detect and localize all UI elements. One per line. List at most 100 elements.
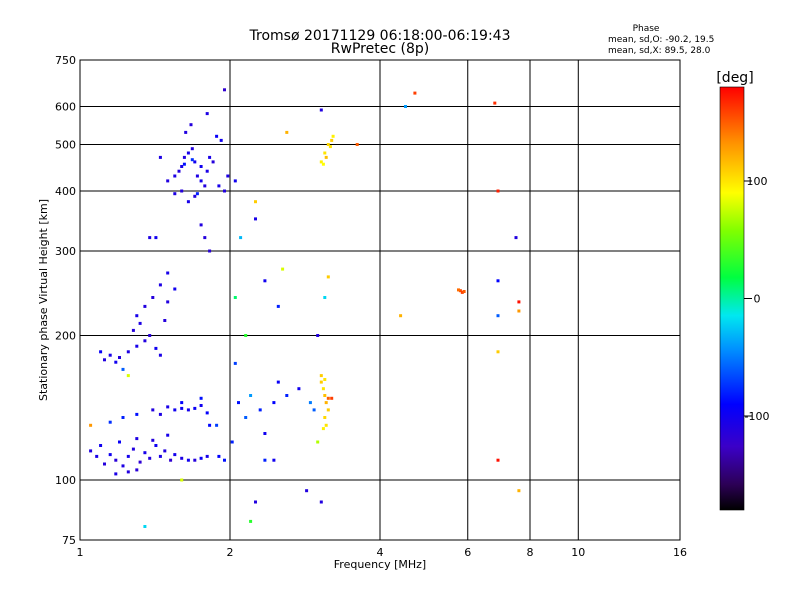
- y-tick-label: 500: [55, 139, 76, 152]
- data-point: [323, 151, 327, 155]
- data-point: [208, 155, 212, 159]
- data-point: [89, 449, 93, 453]
- data-point: [166, 433, 170, 437]
- data-point: [249, 394, 253, 397]
- data-point: [173, 453, 177, 457]
- data-point: [199, 165, 203, 168]
- colorbar-ticks: 100 0 -100: [744, 175, 769, 423]
- data-point: [517, 489, 521, 493]
- x-tick-label: 6: [464, 546, 471, 559]
- data-point: [184, 130, 188, 134]
- data-point: [205, 169, 209, 173]
- data-point: [163, 449, 167, 453]
- data-point: [135, 314, 139, 318]
- data-point: [143, 451, 147, 455]
- data-point: [148, 334, 152, 337]
- x-tick-label: 2: [227, 546, 234, 559]
- data-point: [244, 416, 248, 419]
- data-point: [316, 334, 320, 337]
- data-point: [126, 470, 130, 474]
- data-point: [108, 453, 112, 457]
- grid-lines: [80, 60, 680, 540]
- data-point: [217, 184, 221, 188]
- data-point: [99, 444, 103, 447]
- data-point: [158, 454, 162, 458]
- stats-line-x: mean, sd,X: 89.5, 28.0: [608, 46, 711, 56]
- x-tick-label: 16: [673, 546, 687, 559]
- data-point: [151, 408, 155, 412]
- data-point: [154, 346, 158, 350]
- data-point: [180, 406, 184, 410]
- data-point: [285, 130, 289, 134]
- data-point: [319, 500, 323, 504]
- y-tick-label: 750: [55, 54, 76, 67]
- data-point: [121, 367, 125, 371]
- y-tick-label: 200: [55, 330, 76, 343]
- data-point: [199, 396, 203, 400]
- data-point: [326, 408, 330, 412]
- y-axis-label: Stationary phase Virtual Height [km]: [37, 199, 50, 401]
- x-tick-labels: 1 2 4 6 8 10 16: [77, 546, 688, 559]
- data-point: [177, 169, 181, 173]
- data-point: [135, 468, 139, 472]
- data-point: [135, 344, 139, 348]
- data-point: [114, 458, 118, 462]
- data-point: [254, 500, 257, 504]
- data-point: [138, 321, 142, 325]
- data-point: [193, 406, 197, 410]
- data-point: [285, 394, 289, 397]
- data-point: [239, 236, 243, 240]
- data-point: [319, 108, 323, 112]
- data-point: [126, 350, 130, 354]
- x-tick-label: 10: [571, 546, 585, 559]
- data-point: [249, 519, 253, 523]
- data-point: [321, 387, 325, 391]
- data-point: [276, 304, 280, 308]
- data-point: [272, 458, 276, 462]
- data-point: [324, 401, 328, 405]
- data-point: [319, 374, 323, 378]
- data-point: [458, 289, 462, 293]
- y-tick-label: 300: [55, 245, 76, 258]
- plot-frame: [79, 59, 681, 541]
- data-point: [517, 300, 521, 304]
- data-point: [166, 405, 170, 409]
- data-point: [326, 396, 330, 400]
- data-point: [316, 440, 320, 444]
- data-point: [195, 174, 199, 178]
- data-point: [158, 353, 162, 357]
- data-point: [496, 314, 500, 318]
- data-point: [173, 287, 177, 291]
- colorbar-tick-label: -100: [745, 410, 770, 423]
- data-point: [258, 408, 262, 412]
- data-point: [323, 416, 327, 419]
- data-point: [199, 223, 203, 227]
- data-point: [319, 380, 323, 384]
- data-point: [223, 458, 226, 462]
- data-point: [180, 165, 184, 168]
- data-point: [143, 304, 147, 308]
- data-point: [233, 179, 237, 183]
- data-point: [199, 404, 203, 407]
- data-point: [158, 283, 162, 287]
- data-point: [276, 380, 280, 384]
- data-point: [305, 489, 309, 493]
- y-tick-label: 100: [55, 474, 76, 487]
- data-point: [399, 314, 403, 318]
- data-point: [219, 138, 223, 142]
- x-tick-label: 4: [377, 546, 384, 559]
- data-point: [118, 440, 121, 444]
- data-point: [186, 200, 190, 204]
- data-point: [323, 296, 327, 299]
- data-point: [281, 267, 285, 271]
- stats-heading: Phase: [633, 24, 660, 34]
- x-axis-label: Frequency [MHz]: [334, 558, 426, 571]
- data-point: [233, 361, 237, 365]
- data-points: [89, 88, 521, 528]
- data-point: [263, 458, 267, 462]
- data-point: [404, 105, 407, 108]
- data-point: [330, 396, 334, 400]
- data-point: [180, 478, 184, 482]
- data-point: [205, 112, 209, 116]
- data-point: [121, 464, 125, 468]
